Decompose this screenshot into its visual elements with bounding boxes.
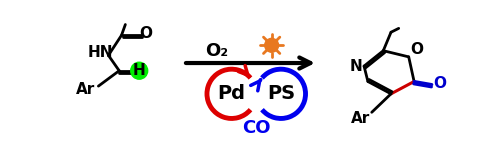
Circle shape [264,38,278,52]
Circle shape [130,62,148,79]
Text: N: N [350,59,362,74]
Text: HN: HN [88,45,114,60]
Text: O: O [139,26,152,41]
Text: Ar: Ar [76,82,95,97]
Text: Ar: Ar [350,111,370,126]
Text: O₂: O₂ [204,42,228,60]
Text: PS: PS [267,84,295,103]
Text: O: O [410,42,423,57]
Text: O: O [433,76,446,91]
Text: H: H [133,63,145,78]
Text: Pd: Pd [218,84,246,103]
Text: CO: CO [242,119,270,137]
